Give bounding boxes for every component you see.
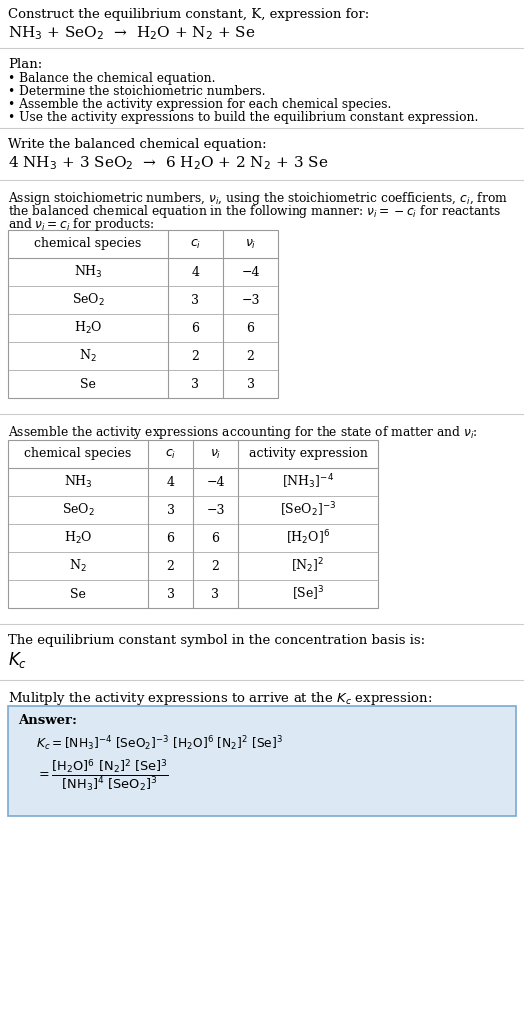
Text: 3: 3 (191, 293, 200, 306)
Text: −4: −4 (241, 265, 260, 279)
Text: −4: −4 (206, 476, 225, 489)
Text: $\nu_i$: $\nu_i$ (245, 238, 256, 250)
Text: $c_i$: $c_i$ (190, 238, 201, 250)
Text: [NH$_3$]$^{-4}$: [NH$_3$]$^{-4}$ (282, 473, 334, 491)
Text: 4: 4 (167, 476, 174, 489)
Text: • Assemble the activity expression for each chemical species.: • Assemble the activity expression for e… (8, 98, 391, 111)
Text: 6: 6 (246, 322, 255, 334)
Text: $c_i$: $c_i$ (165, 448, 176, 460)
Text: 4: 4 (191, 265, 200, 279)
Text: Mulitply the activity expressions to arrive at the $K_c$ expression:: Mulitply the activity expressions to arr… (8, 690, 432, 707)
Text: • Balance the chemical equation.: • Balance the chemical equation. (8, 72, 215, 85)
Text: The equilibrium constant symbol in the concentration basis is:: The equilibrium constant symbol in the c… (8, 634, 425, 647)
Text: H$_2$O: H$_2$O (64, 530, 92, 546)
Text: 2: 2 (167, 560, 174, 573)
Text: 3: 3 (246, 377, 255, 391)
Text: N$_2$: N$_2$ (69, 558, 87, 574)
Text: • Determine the stoichiometric numbers.: • Determine the stoichiometric numbers. (8, 85, 266, 98)
Text: 3: 3 (191, 377, 200, 391)
Text: 4 NH$_3$ + 3 SeO$_2$  →  6 H$_2$O + 2 N$_2$ + 3 Se: 4 NH$_3$ + 3 SeO$_2$ → 6 H$_2$O + 2 N$_2… (8, 154, 329, 172)
Text: 6: 6 (167, 532, 174, 544)
Text: 6: 6 (212, 532, 220, 544)
Text: Plan:: Plan: (8, 58, 42, 71)
Text: 3: 3 (212, 587, 220, 601)
Text: [SeO$_2$]$^{-3}$: [SeO$_2$]$^{-3}$ (280, 500, 336, 520)
Text: H$_2$O: H$_2$O (74, 320, 102, 336)
Text: $\nu_i$: $\nu_i$ (210, 448, 221, 460)
Text: $K_c = [\mathrm{NH_3}]^{-4}\ [\mathrm{SeO_2}]^{-3}\ [\mathrm{H_2O}]^6\ [\mathrm{: $K_c = [\mathrm{NH_3}]^{-4}\ [\mathrm{Se… (36, 735, 283, 753)
Text: 2: 2 (212, 560, 220, 573)
Text: 6: 6 (191, 322, 200, 334)
Text: −3: −3 (241, 293, 260, 306)
Text: −3: −3 (206, 503, 225, 517)
Text: SeO$_2$: SeO$_2$ (72, 292, 104, 309)
Text: activity expression: activity expression (248, 448, 367, 460)
Text: Write the balanced chemical equation:: Write the balanced chemical equation: (8, 138, 267, 151)
Text: 2: 2 (247, 350, 255, 363)
Text: 3: 3 (167, 587, 174, 601)
Text: [N$_2$]$^{2}$: [N$_2$]$^{2}$ (291, 557, 325, 575)
Text: 2: 2 (192, 350, 200, 363)
Text: chemical species: chemical species (35, 238, 141, 250)
Text: chemical species: chemical species (25, 448, 132, 460)
Text: Assemble the activity expressions accounting for the state of matter and $\nu_i$: Assemble the activity expressions accoun… (8, 424, 478, 441)
Text: the balanced chemical equation in the following manner: $\nu_i = -c_i$ for react: the balanced chemical equation in the fo… (8, 203, 501, 220)
Text: Se: Se (70, 587, 86, 601)
Text: NH$_3$: NH$_3$ (63, 474, 92, 490)
Text: • Use the activity expressions to build the equilibrium constant expression.: • Use the activity expressions to build … (8, 111, 478, 124)
Bar (8, 440, 378, 608)
Text: Construct the equilibrium constant, K, expression for:: Construct the equilibrium constant, K, e… (8, 8, 369, 20)
Text: NH$_3$: NH$_3$ (73, 264, 102, 280)
Bar (8, 230, 278, 398)
Text: $= \dfrac{[\mathrm{H_2O}]^6\ [\mathrm{N_2}]^2\ [\mathrm{Se}]^3}{[\mathrm{NH_3}]^: $= \dfrac{[\mathrm{H_2O}]^6\ [\mathrm{N_… (36, 757, 169, 794)
Text: [Se]$^{3}$: [Se]$^{3}$ (292, 585, 324, 603)
Text: Assign stoichiometric numbers, $\nu_i$, using the stoichiometric coefficients, $: Assign stoichiometric numbers, $\nu_i$, … (8, 190, 508, 207)
Text: N$_2$: N$_2$ (79, 347, 97, 364)
Text: 3: 3 (167, 503, 174, 517)
Text: Se: Se (80, 377, 96, 391)
Text: SeO$_2$: SeO$_2$ (61, 502, 94, 518)
Bar (8, 706, 516, 816)
Text: $K_c$: $K_c$ (8, 650, 27, 670)
Text: [H$_2$O]$^{6}$: [H$_2$O]$^{6}$ (286, 529, 330, 547)
Text: Answer:: Answer: (18, 714, 77, 727)
Text: and $\nu_i = c_i$ for products:: and $\nu_i = c_i$ for products: (8, 216, 154, 233)
Text: NH$_3$ + SeO$_2$  →  H$_2$O + N$_2$ + Se: NH$_3$ + SeO$_2$ → H$_2$O + N$_2$ + Se (8, 24, 256, 42)
